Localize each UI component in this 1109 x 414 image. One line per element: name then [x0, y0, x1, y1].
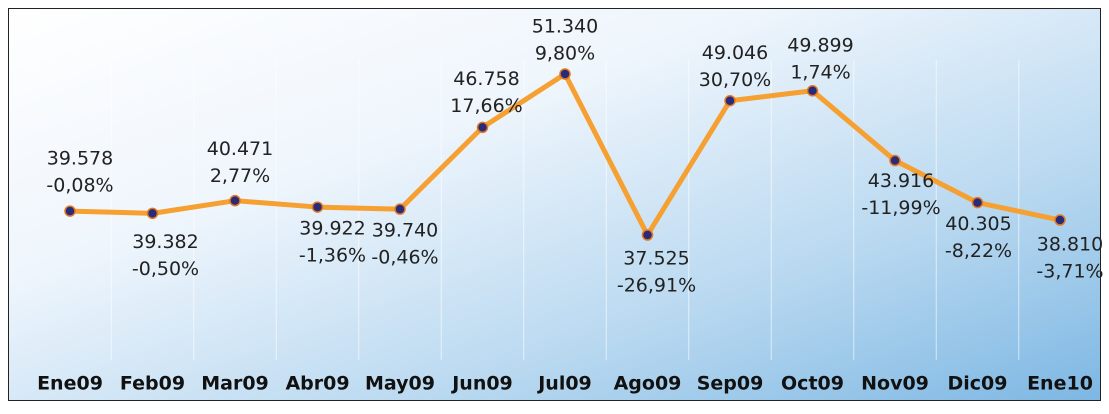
point [724, 94, 736, 107]
change-label: -0,50% [132, 258, 199, 280]
change-label: -3,71% [1036, 261, 1103, 283]
value-label: 40.305 [945, 213, 1011, 235]
point [476, 121, 489, 134]
x-tick-label: Oct09 [781, 373, 844, 395]
change-label: 9,80% [535, 43, 595, 65]
value-label: 40.471 [207, 138, 273, 160]
x-tick-label: Jun09 [450, 373, 513, 395]
point [559, 68, 571, 80]
point [394, 203, 406, 215]
x-tick-label: Ago09 [614, 373, 682, 395]
value-label: 51.340 [532, 16, 598, 38]
change-label: -0,46% [371, 247, 438, 269]
x-tick-label: May09 [365, 373, 435, 395]
change-label: -0,08% [46, 175, 113, 197]
value-label: 37.525 [623, 248, 689, 270]
point [311, 201, 324, 213]
change-label: -1,36% [299, 245, 366, 267]
change-label: 1,74% [790, 61, 850, 83]
value-label: 46.758 [453, 68, 519, 90]
x-tick-label: Dic09 [948, 373, 1008, 395]
point [64, 205, 76, 217]
value-label: 43.916 [868, 170, 934, 192]
point [146, 207, 159, 220]
value-label: 49.046 [702, 42, 768, 64]
x-tick-label: Nov09 [861, 373, 929, 395]
change-label: -8,22% [945, 240, 1012, 262]
x-tick-label: Jul09 [536, 373, 592, 395]
value-label: 49.899 [787, 34, 853, 56]
change-label: 2,77% [210, 165, 270, 187]
plot-frame [8, 8, 1101, 401]
x-tick-label: Ene09 [37, 373, 103, 395]
x-tick-label: Ene10 [1027, 373, 1093, 395]
change-label: 17,66% [450, 95, 522, 117]
x-tick-label: Feb09 [120, 373, 185, 395]
value-label: 39.740 [372, 220, 438, 242]
value-label: 39.382 [132, 231, 198, 253]
point [1054, 214, 1066, 226]
value-label: 39.922 [299, 218, 365, 240]
change-label: -26,91% [617, 275, 696, 297]
change-label: 30,70% [699, 69, 771, 91]
point [806, 85, 819, 97]
x-tick-label: Mar09 [201, 373, 269, 395]
point [229, 194, 241, 207]
point [971, 196, 984, 209]
point [889, 154, 901, 167]
point [641, 229, 654, 241]
value-label: 38.810 [1037, 234, 1103, 256]
x-tick-label: Abr09 [285, 373, 349, 395]
value-label: 39.578 [47, 148, 113, 170]
band-lines [110, 60, 1020, 360]
x-tick-label: Sep09 [697, 373, 764, 395]
change-label: -11,99% [861, 197, 940, 219]
